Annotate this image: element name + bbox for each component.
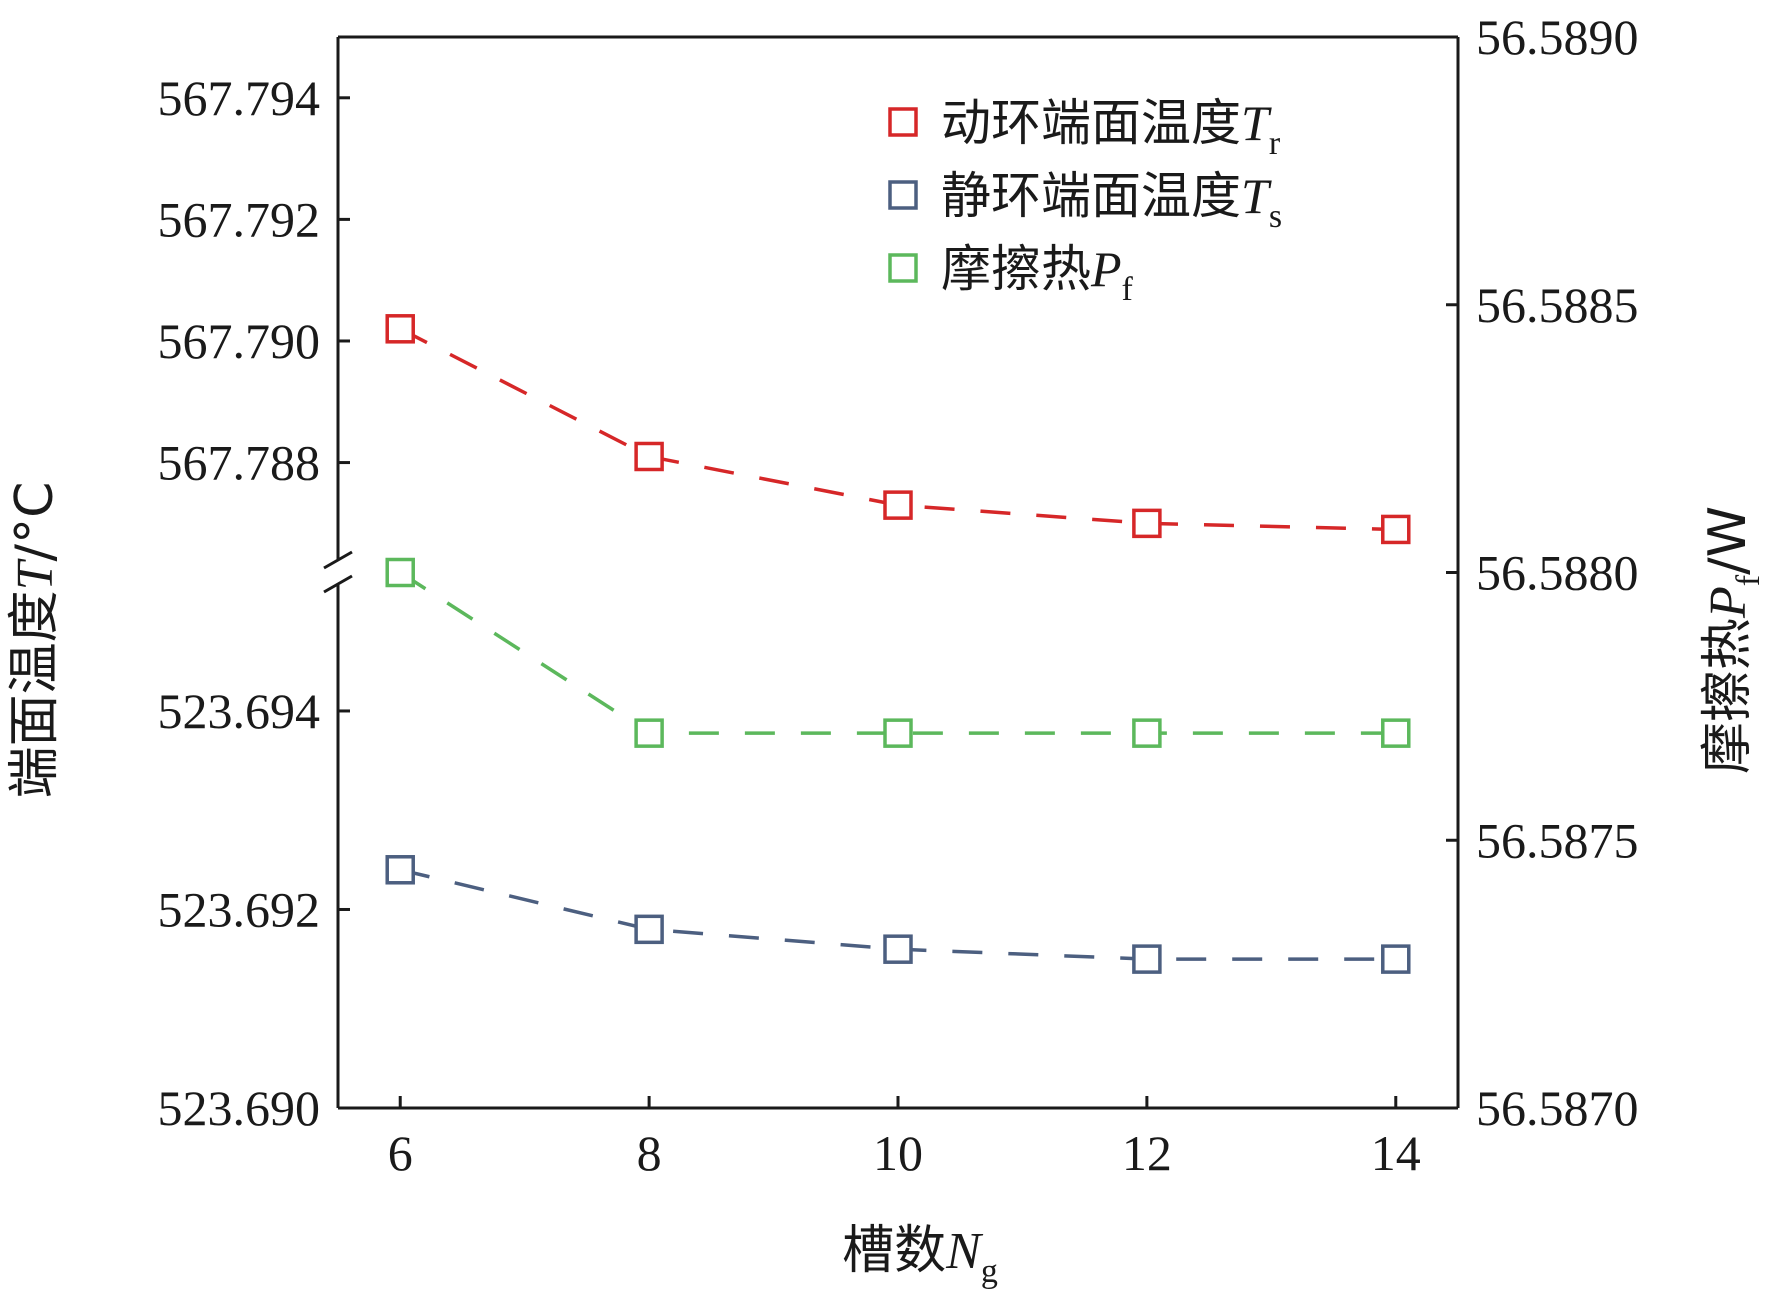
left-tick-label: 523.694 bbox=[158, 683, 321, 739]
ticks-group: 6 8 10 12 14 567.794 567.792 567.790 567.788 523.… bbox=[158, 9, 1639, 1181]
left-tick-label: 567.788 bbox=[158, 435, 321, 491]
data-point bbox=[883, 934, 913, 964]
series-line bbox=[399, 571, 1396, 735]
data-point bbox=[385, 314, 415, 344]
legend-marker bbox=[888, 253, 918, 283]
right-tick-label: 56.5880 bbox=[1476, 545, 1639, 601]
data-point bbox=[1132, 944, 1162, 974]
data-point bbox=[883, 490, 913, 520]
data-point bbox=[1132, 718, 1162, 748]
right-tick-label: 56.5870 bbox=[1476, 1080, 1639, 1136]
left-tick-label: 523.690 bbox=[158, 1080, 321, 1136]
data-point bbox=[1381, 514, 1411, 545]
left-tick-label: 523.692 bbox=[158, 881, 321, 937]
x-tick-label: 10 bbox=[873, 1125, 923, 1181]
left-tick-label: 567.790 bbox=[158, 313, 321, 369]
axis-break-mark bbox=[323, 550, 353, 570]
left-axis-title: 端面温度T/°C bbox=[5, 482, 65, 799]
series-group bbox=[385, 314, 1411, 974]
left-tick-label: 567.794 bbox=[158, 70, 321, 126]
x-tick-label: 12 bbox=[1122, 1125, 1172, 1181]
axis-break-mark bbox=[323, 574, 353, 594]
legend-marker bbox=[888, 107, 918, 137]
right-tick-label: 56.5890 bbox=[1476, 9, 1639, 65]
x-tick-label: 8 bbox=[637, 1125, 662, 1181]
data-point bbox=[883, 718, 913, 748]
data-point bbox=[1381, 944, 1411, 974]
left-tick-label: 567.792 bbox=[158, 191, 321, 247]
legend-label: 摩擦热Pf bbox=[941, 240, 1134, 308]
legend-label: 静环端面温度Ts bbox=[941, 167, 1282, 235]
data-point bbox=[385, 557, 415, 588]
data-point bbox=[634, 718, 664, 748]
right-axis-title: 摩擦热Pf/W bbox=[1698, 506, 1767, 774]
data-point bbox=[634, 441, 664, 472]
x-tick-label: 6 bbox=[388, 1125, 413, 1181]
data-point bbox=[385, 855, 415, 885]
data-point bbox=[1132, 508, 1162, 539]
legend-marker bbox=[888, 180, 918, 210]
data-point bbox=[634, 914, 664, 945]
x-tick-label: 14 bbox=[1371, 1125, 1421, 1181]
right-tick-label: 56.5875 bbox=[1476, 812, 1639, 868]
data-point bbox=[1381, 718, 1411, 748]
legend-label: 动环端面温度Tr bbox=[941, 94, 1281, 162]
x-axis-title: 槽数Ng bbox=[842, 1221, 998, 1290]
right-tick-label: 56.5885 bbox=[1476, 277, 1639, 333]
